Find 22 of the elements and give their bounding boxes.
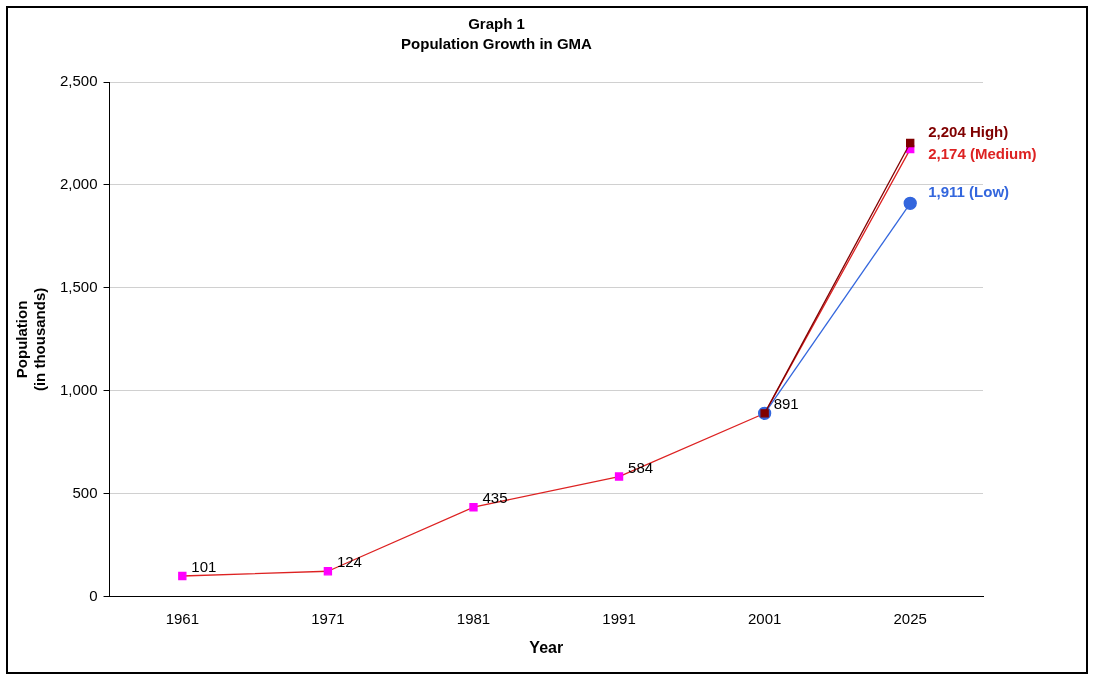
data-label: 2,174 (Medium) bbox=[928, 145, 1037, 163]
y-tick-label: 1,000 bbox=[59, 381, 98, 399]
chart-title: Graph 1 bbox=[468, 15, 525, 33]
data-label: 435 bbox=[482, 489, 508, 507]
x-tick-label: 1961 bbox=[165, 609, 200, 627]
x-tick-label: 1991 bbox=[602, 609, 636, 627]
y-axis-title: Population (in thousands) bbox=[13, 287, 49, 392]
x-axis-title: Year bbox=[529, 638, 564, 656]
x-tick-label: 1981 bbox=[456, 609, 491, 627]
data-label: 101 bbox=[191, 558, 217, 576]
x-tick-label: 2001 bbox=[747, 609, 782, 627]
data-label: 891 bbox=[773, 395, 799, 413]
data-label: 1,911 (Low) bbox=[928, 183, 1010, 201]
y-tick-label: 2,500 bbox=[59, 72, 98, 90]
y-tick-label: 500 bbox=[72, 483, 98, 501]
y-tick-label: 0 bbox=[89, 586, 98, 604]
x-tick-label: 2025 bbox=[893, 609, 927, 627]
y-tick-label: 2,000 bbox=[59, 175, 98, 193]
y-tick-label: 1,500 bbox=[59, 278, 98, 296]
x-tick-label: 1971 bbox=[311, 609, 345, 627]
chart-subtitle: Population Growth in GMA bbox=[401, 35, 593, 53]
data-label: 2,204 High) bbox=[928, 123, 1009, 141]
